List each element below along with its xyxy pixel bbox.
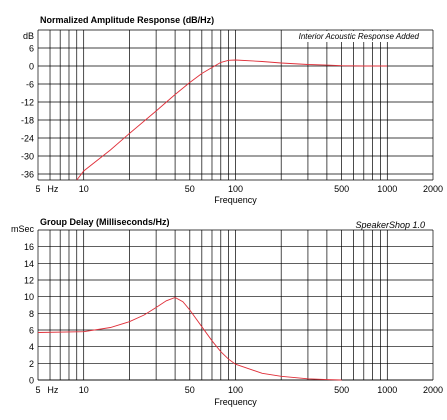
series-line — [76, 59, 388, 181]
x-axis-label: Frequency — [214, 195, 257, 205]
y-tick-label: -6 — [26, 80, 34, 90]
chart-annotation: Interior Acoustic Response Added — [299, 32, 420, 41]
y-tick-label: 10 — [24, 292, 34, 302]
y-tick-label: -24 — [21, 134, 34, 144]
y-tick-label: -36 — [21, 170, 34, 180]
y-tick-label: -30 — [21, 152, 34, 162]
amplitude-chart: 6 0 -6 -12 -18 -24 -30 -365 10 50 100 500 1000 2000 Hz… — [21, 15, 443, 205]
y-tick-label: 12 — [24, 276, 34, 286]
x-tick-label: 2000 — [423, 184, 443, 194]
series-line — [37, 297, 342, 381]
x-tick-label: 50 — [185, 385, 195, 395]
x-tick-label: 100 — [228, 184, 243, 194]
y-tick-label: 0 — [29, 62, 34, 72]
y-tick-label: 6 — [29, 44, 34, 54]
y-tick-label: -12 — [21, 98, 34, 108]
y-axis-label: mSec — [11, 224, 35, 234]
x-unit-label: Hz — [47, 385, 58, 395]
chart-title: Normalized Amplitude Response (dB/Hz) — [40, 15, 214, 25]
x-tick-label: 1000 — [377, 184, 397, 194]
x-unit-label: Hz — [47, 184, 58, 194]
x-tick-label: 10 — [79, 184, 89, 194]
x-tick-label: 500 — [334, 184, 349, 194]
y-tick-label: 2 — [29, 359, 34, 369]
y-tick-label: -18 — [21, 116, 34, 126]
y-tick-label: 0 — [29, 376, 34, 386]
chart-title: Group Delay (Milliseconds/Hz) — [40, 217, 170, 227]
x-tick-label: 5 — [35, 184, 40, 194]
x-tick-label: 500 — [334, 385, 349, 395]
y-tick-label: 16 — [24, 242, 34, 252]
x-tick-label: 2000 — [423, 385, 443, 395]
x-tick-label: 10 — [79, 385, 89, 395]
y-tick-label: 6 — [29, 326, 34, 336]
x-tick-label: 50 — [185, 184, 195, 194]
y-tick-label: 14 — [24, 259, 34, 269]
y-tick-label: 4 — [29, 342, 34, 352]
x-tick-label: 1000 — [377, 385, 397, 395]
x-tick-label: 5 — [35, 385, 40, 395]
x-axis-label: Frequency — [214, 397, 257, 407]
y-axis-label: dB — [23, 31, 34, 41]
x-tick-label: 100 — [228, 385, 243, 395]
group-delay-chart: 0 2 4 6 8 10 12 14 16 5 10 50 100 500 1000 2000 Hz Group … — [11, 217, 443, 407]
annotation-background — [296, 31, 422, 42]
chart-annotation: SpeakerShop 1.0 — [355, 220, 425, 230]
y-tick-label: 8 — [29, 309, 34, 319]
